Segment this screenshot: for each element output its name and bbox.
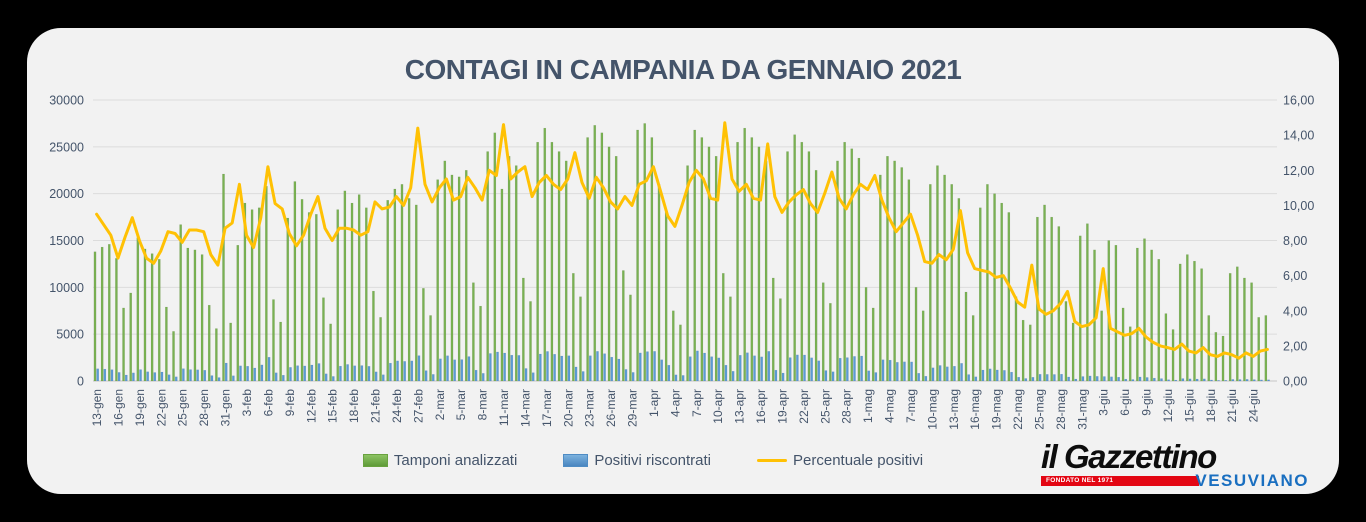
svg-text:18-feb: 18-feb (347, 389, 361, 423)
bars-positivi (96, 350, 1270, 382)
logo-tagline: FONDATO NEL 1971 (1041, 476, 1200, 486)
svg-text:23-mar: 23-mar (583, 389, 597, 427)
svg-text:4,00: 4,00 (1283, 304, 1307, 318)
svg-text:22-apr: 22-apr (797, 389, 811, 424)
svg-text:29-mar: 29-mar (626, 389, 640, 427)
svg-text:21-feb: 21-feb (369, 389, 383, 423)
svg-text:28-gen: 28-gen (197, 389, 211, 426)
svg-text:10-apr: 10-apr (711, 389, 725, 424)
svg-text:19-apr: 19-apr (776, 389, 790, 424)
svg-text:12-giu: 12-giu (1161, 389, 1175, 422)
chart-card: CONTAGI IN CAMPANIA DA GENNAIO 2021 0 500… (27, 28, 1339, 494)
svg-text:4-mag: 4-mag (883, 389, 897, 423)
svg-text:20-mar: 20-mar (561, 389, 575, 427)
svg-text:3-giu: 3-giu (1097, 389, 1111, 416)
svg-text:6-giu: 6-giu (1118, 389, 1132, 416)
logo-subtitle: VESUVIANO (1195, 471, 1309, 490)
svg-text:20000: 20000 (49, 187, 84, 201)
svg-text:1-apr: 1-apr (647, 389, 661, 417)
svg-text:5000: 5000 (56, 328, 84, 342)
svg-text:9-giu: 9-giu (1140, 389, 1154, 416)
green-bar-swatch-icon (362, 454, 388, 467)
legend-item-positivi: Positivi riscontrati (563, 452, 711, 469)
svg-text:30000: 30000 (49, 94, 84, 108)
svg-text:18-giu: 18-giu (1204, 389, 1218, 422)
svg-text:25-gen: 25-gen (176, 389, 190, 426)
svg-text:24-feb: 24-feb (390, 389, 404, 423)
svg-text:31-gen: 31-gen (219, 389, 233, 426)
svg-text:10000: 10000 (49, 281, 84, 295)
legend-label-tamponi: Tamponi analizzati (393, 452, 518, 469)
chart-title: CONTAGI IN CAMPANIA DA GENNAIO 2021 (404, 54, 962, 85)
svg-text:4-apr: 4-apr (668, 389, 682, 417)
svg-text:19-gen: 19-gen (133, 389, 147, 426)
svg-text:6-feb: 6-feb (261, 389, 275, 417)
svg-text:22-gen: 22-gen (154, 389, 168, 426)
svg-text:16-apr: 16-apr (754, 389, 768, 424)
svg-text:8-mar: 8-mar (476, 389, 490, 420)
svg-text:0,00: 0,00 (1283, 375, 1307, 389)
svg-text:12,00: 12,00 (1283, 164, 1314, 178)
svg-text:0: 0 (77, 375, 84, 389)
svg-text:14-mar: 14-mar (518, 389, 532, 427)
svg-text:10-mag: 10-mag (925, 389, 939, 430)
blue-bar-swatch-icon (563, 454, 589, 467)
svg-text:16-mag: 16-mag (968, 389, 982, 430)
svg-text:25-mag: 25-mag (1033, 389, 1047, 430)
svg-text:7-apr: 7-apr (690, 389, 704, 417)
percentage-line (95, 121, 1269, 360)
svg-text:15-giu: 15-giu (1182, 389, 1196, 422)
svg-text:13-gen: 13-gen (90, 389, 104, 426)
yellow-line-swatch-icon (757, 458, 788, 463)
svg-text:28-apr: 28-apr (840, 389, 854, 424)
svg-text:13-mag: 13-mag (947, 389, 961, 430)
svg-text:25-apr: 25-apr (818, 389, 832, 424)
svg-text:6,00: 6,00 (1283, 269, 1307, 283)
svg-text:2-mar: 2-mar (433, 389, 447, 420)
svg-text:21-giu: 21-giu (1225, 389, 1239, 422)
svg-text:28-mag: 28-mag (1054, 389, 1068, 430)
svg-text:2,00: 2,00 (1283, 339, 1307, 353)
svg-text:8,00: 8,00 (1283, 234, 1307, 248)
svg-text:16,00: 16,00 (1283, 94, 1314, 108)
svg-text:7-mag: 7-mag (904, 389, 918, 423)
svg-text:27-feb: 27-feb (411, 389, 425, 423)
bars-tamponi (93, 123, 1268, 382)
chart-svg: 0 5000 10000 15000 20000 25000 30000 0,00 2,00 4,… (49, 94, 1314, 430)
svg-text:25000: 25000 (49, 140, 84, 154)
legend-label-positivi: Positivi riscontrati (594, 452, 712, 469)
svg-text:11-mar: 11-mar (497, 389, 511, 426)
chart-legend: Tamponi analizzati Positivi riscontrati … (27, 452, 1259, 469)
svg-text:22-mag: 22-mag (1011, 389, 1025, 430)
svg-text:15000: 15000 (49, 234, 84, 248)
legend-item-tamponi: Tamponi analizzati (362, 452, 518, 469)
svg-text:13-apr: 13-apr (733, 389, 747, 424)
svg-text:16-gen: 16-gen (112, 389, 126, 426)
legend-label-percentuale: Percentuale positivi (793, 452, 924, 469)
svg-text:5-mar: 5-mar (454, 389, 468, 420)
svg-text:3-feb: 3-feb (240, 389, 254, 417)
svg-text:24-giu: 24-giu (1247, 389, 1261, 422)
svg-text:17-mar: 17-mar (540, 389, 554, 427)
svg-text:31-mag: 31-mag (1075, 389, 1089, 430)
svg-text:15-feb: 15-feb (326, 389, 340, 423)
x-axis-labels: 13-gen 16-gen 19-gen 22-gen 25-gen 28-gen 31-g… (90, 389, 1261, 430)
svg-text:12-feb: 12-feb (304, 389, 318, 423)
logo-name: il Gazzettino (1041, 438, 1217, 475)
svg-text:19-mag: 19-mag (990, 389, 1004, 430)
svg-text:14,00: 14,00 (1283, 129, 1314, 143)
svg-text:10,00: 10,00 (1283, 199, 1314, 213)
svg-text:1-mag: 1-mag (861, 389, 875, 423)
il-gazzettino-logo: il Gazzettino FONDATO NEL 1971 VESUVIANO (1041, 438, 1309, 490)
svg-text:9-feb: 9-feb (283, 389, 297, 417)
svg-text:26-mar: 26-mar (604, 389, 618, 427)
legend-item-percentuale: Percentuale positivi (757, 452, 923, 469)
